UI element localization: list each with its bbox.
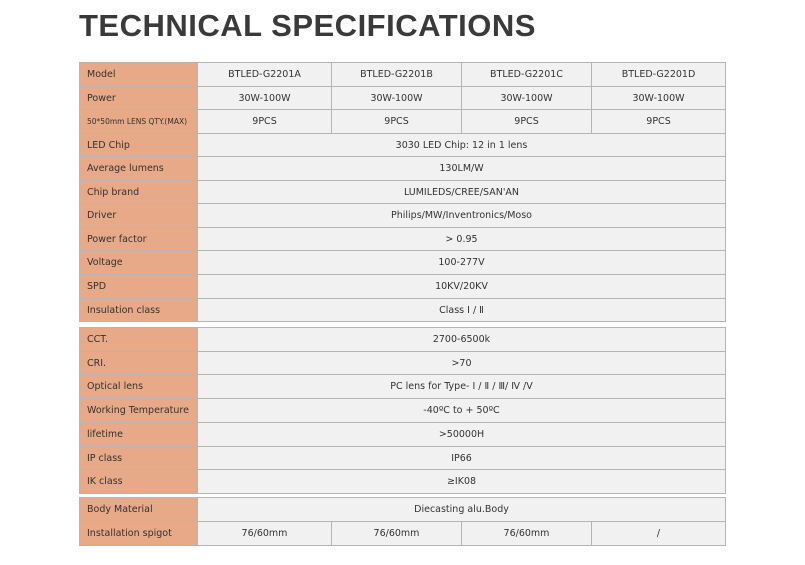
spec-value: BTLED-G2201D (591, 62, 726, 87)
spec-value: 76/60mm (461, 521, 592, 546)
spec-value: 76/60mm (331, 521, 462, 546)
spec-value: 76/60mm (197, 521, 332, 546)
spec-value: Philips/MW/Inventronics/Moso (197, 203, 726, 228)
title: TECHNICAL SPECIFICATIONS (79, 8, 536, 43)
spec-value: 30W-100W (331, 86, 462, 110)
spec-value: > 0.95 (197, 227, 726, 251)
row-label: Optical lens (79, 374, 198, 399)
spec-value: 3030 LED Chip: 12 in 1 lens (197, 133, 726, 157)
spec-value: 9PCS (591, 109, 726, 134)
row-label: Body Material (79, 497, 198, 522)
spec-value: 130LM/W (197, 156, 726, 181)
row-label: Power factor (79, 227, 198, 251)
row-label: Installation spigot (79, 521, 198, 546)
row-label: CRI. (79, 351, 198, 375)
spec-value: 30W-100W (461, 86, 592, 110)
spec-value: 9PCS (197, 109, 332, 134)
spec-value: 2700-6500k (197, 327, 726, 352)
row-label: IP class (79, 446, 198, 470)
spec-value: 30W-100W (197, 86, 332, 110)
row-label: lifetime (79, 422, 198, 447)
row-label: CCT. (79, 327, 198, 352)
row-label: Model (79, 62, 198, 87)
row-label: Working Temperature (79, 398, 198, 423)
spec-value: >50000H (197, 422, 726, 447)
spec-value: 30W-100W (591, 86, 726, 110)
spec-value: IP66 (197, 446, 726, 470)
row-label: Insulation class (79, 298, 198, 322)
row-label: Driver (79, 203, 198, 228)
spec-value: -40ºC to + 50ºC (197, 398, 726, 423)
row-label: Power (79, 86, 198, 110)
spec-value: LUMILEDS/CREE/SAN'AN (197, 180, 726, 204)
row-label: LED Chip (79, 133, 198, 157)
spec-value: ≥IK08 (197, 469, 726, 494)
spec-value: >70 (197, 351, 726, 375)
spec-value: 100-277V (197, 250, 726, 275)
row-label: SPD (79, 274, 198, 299)
row-label: Voltage (79, 250, 198, 275)
spec-value: Diecasting alu.Body (197, 497, 726, 522)
spec-value: PC lens for Type- Ⅰ / Ⅱ / Ⅲ/ Ⅳ /Ⅴ (197, 374, 726, 399)
row-label: Chip brand (79, 180, 198, 204)
spec-value: 9PCS (461, 109, 592, 134)
spec-value: BTLED-G2201B (331, 62, 462, 87)
spec-value: BTLED-G2201C (461, 62, 592, 87)
spec-value: Class Ⅰ / Ⅱ (197, 298, 726, 322)
row-label: IK class (79, 469, 198, 494)
spec-value: BTLED-G2201A (197, 62, 332, 87)
spec-value: / (591, 521, 726, 546)
spec-value: 10KV/20KV (197, 274, 726, 299)
row-label: 50*50mm LENS QTY.(MAX) (79, 109, 198, 134)
row-label: Average lumens (79, 156, 198, 181)
spec-value: 9PCS (331, 109, 462, 134)
